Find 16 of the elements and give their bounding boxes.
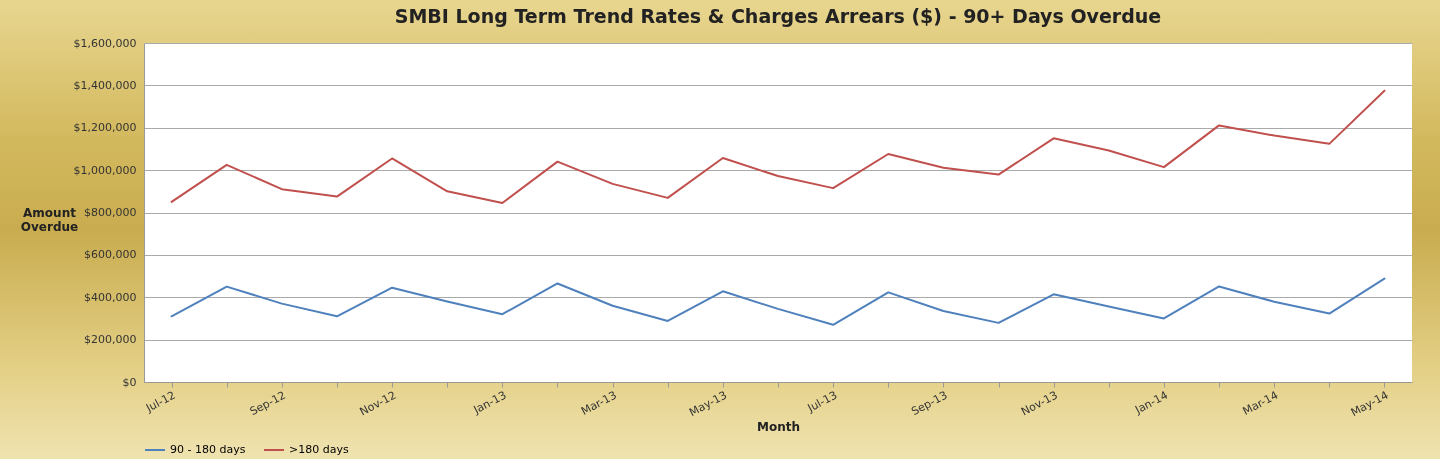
y-tick-label: $200,000	[84, 333, 137, 347]
y-tick-label: $1,200,000	[73, 121, 137, 135]
y-tick-label: $800,000	[84, 206, 137, 219]
chart-title: SMBI Long Term Trend Rates & Charges Arrears ($) - 90+ Days Overdue	[394, 5, 1162, 27]
y-tick-label: $1,000,000	[73, 163, 137, 177]
y-tick-label: $400,000	[84, 290, 137, 304]
y-tick-label: $600,000	[84, 248, 137, 262]
y-tick-label: $0	[122, 375, 137, 389]
legend-label: 90 - 180 days	[170, 443, 246, 456]
line-series	[170, 89, 1386, 204]
y-axis-title: Amount Overdue	[20, 206, 79, 234]
legend-label: >180 days	[289, 443, 349, 456]
y-tick-label: $1,600,000	[73, 36, 137, 50]
line-series	[170, 277, 1386, 326]
x-axis-title: Month	[756, 420, 801, 435]
y-tick-label: $1,400,000	[73, 78, 137, 92]
